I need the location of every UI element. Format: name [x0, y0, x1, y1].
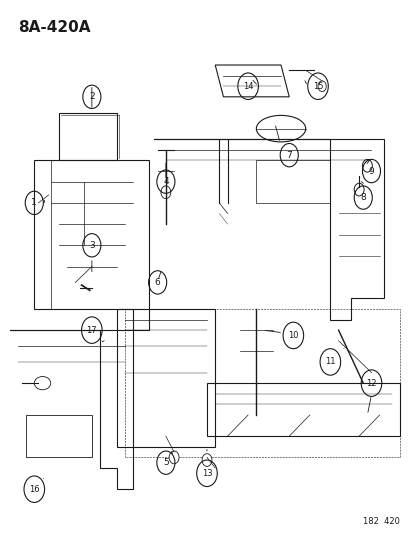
Circle shape	[361, 159, 371, 172]
Circle shape	[317, 81, 325, 92]
Text: 8A-420A: 8A-420A	[18, 20, 90, 35]
Text: 9: 9	[368, 166, 373, 175]
Text: 10: 10	[287, 331, 298, 340]
Text: 14: 14	[242, 82, 253, 91]
Text: 15: 15	[312, 82, 323, 91]
Text: 11: 11	[324, 358, 335, 367]
Text: 8: 8	[360, 193, 365, 202]
Text: 3: 3	[89, 241, 95, 250]
Text: 5: 5	[163, 458, 169, 467]
Text: 17: 17	[86, 326, 97, 335]
Text: 2: 2	[89, 92, 95, 101]
Text: 182  420: 182 420	[363, 518, 399, 526]
Text: 1: 1	[31, 198, 37, 207]
Circle shape	[169, 451, 178, 464]
Text: 16: 16	[29, 484, 40, 494]
Text: 13: 13	[201, 469, 212, 478]
Text: 6: 6	[154, 278, 160, 287]
Circle shape	[161, 186, 171, 199]
Text: 7: 7	[286, 151, 292, 160]
Text: 12: 12	[366, 378, 376, 387]
Circle shape	[354, 183, 363, 196]
Circle shape	[202, 454, 211, 466]
Text: 4: 4	[163, 177, 168, 186]
